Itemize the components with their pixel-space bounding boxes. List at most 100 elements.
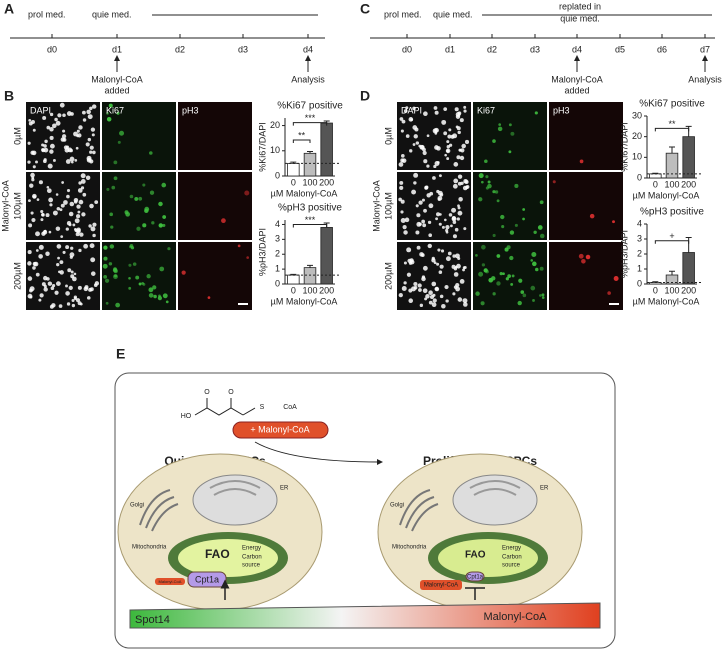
- nucleus: [128, 276, 131, 280]
- molecule: [194, 398, 256, 416]
- nucleus: [85, 175, 91, 180]
- nucleus: [69, 201, 75, 207]
- y-tick-label: 20: [270, 120, 280, 130]
- x-tick-label: 200: [319, 177, 334, 187]
- nucleus: [104, 278, 110, 283]
- nucleus: [463, 266, 467, 270]
- nucleus: [428, 203, 434, 209]
- nucleus: [76, 204, 81, 209]
- nucleus: [508, 150, 512, 154]
- panel-label: B: [4, 88, 14, 104]
- replated-label: replated in: [559, 1, 601, 11]
- nucleus: [451, 264, 456, 269]
- nucleus: [48, 230, 52, 234]
- y-tick-label: 4: [275, 219, 280, 229]
- nucleus: [111, 185, 116, 190]
- nucleus: [514, 183, 519, 188]
- nucleus: [448, 128, 452, 132]
- nucleus: [54, 117, 58, 122]
- nucleus: [63, 200, 68, 205]
- nucleus: [541, 296, 545, 299]
- nucleus: [398, 293, 403, 298]
- nucleus: [518, 278, 523, 283]
- nucleus: [80, 179, 86, 184]
- nucleus: [481, 263, 486, 267]
- bar: [682, 136, 695, 179]
- x-tick-label: 0: [291, 285, 296, 295]
- treatment-label: Malonyl-CoA: [371, 180, 381, 232]
- nucleus: [38, 180, 43, 185]
- x-axis-label: µM Malonyl-CoA: [271, 296, 338, 306]
- nucleus: [429, 294, 435, 300]
- nucleus: [91, 133, 95, 137]
- er: [209, 480, 261, 496]
- nucleus: [399, 185, 404, 190]
- atom-label: O: [204, 389, 210, 396]
- nucleus: [106, 112, 109, 115]
- nucleus: [511, 274, 515, 278]
- micrograph: [178, 242, 252, 310]
- y-axis-label: %Ki67/DAPI: [257, 122, 267, 172]
- nucleus: [73, 272, 77, 276]
- micrograph: [549, 242, 623, 310]
- day-label: d3: [530, 44, 540, 54]
- nucleus: [88, 224, 92, 228]
- nucleus: [50, 286, 55, 291]
- nucleus: [57, 256, 60, 260]
- nucleus: [452, 133, 458, 139]
- day-label: d6: [657, 44, 667, 54]
- nucleus: [82, 118, 87, 122]
- er: [469, 480, 521, 496]
- chart-title: %Ki67 positive: [639, 99, 705, 110]
- er-label: ER: [280, 486, 289, 492]
- nucleus: [40, 209, 44, 214]
- bar: [287, 274, 300, 285]
- atom-label: S: [260, 404, 265, 411]
- nucleus: [70, 160, 74, 164]
- nucleus: [47, 163, 53, 169]
- nucleus: [83, 286, 89, 292]
- day-label: d7: [700, 44, 710, 54]
- nucleus: [451, 216, 457, 222]
- nucleus: [161, 182, 167, 188]
- nucleus: [403, 261, 407, 265]
- nucleus: [484, 159, 488, 164]
- nucleus: [181, 270, 186, 275]
- panel-label: E: [116, 346, 125, 362]
- nucleus: [423, 111, 428, 117]
- nucleus: [539, 200, 544, 205]
- nucleus: [31, 217, 36, 223]
- energy-label: Energy: [242, 546, 261, 552]
- y-tick-label: 2: [637, 248, 642, 258]
- y-tick-label: 0: [275, 170, 280, 180]
- nucleus: [69, 252, 75, 258]
- y-tick-label: 0: [275, 278, 280, 288]
- nucleus: [73, 296, 77, 301]
- nucleus: [79, 232, 84, 237]
- nucleus: [36, 198, 40, 201]
- nucleus: [406, 272, 412, 277]
- nucleus: [447, 251, 452, 256]
- nucleus: [400, 129, 404, 133]
- nucleus: [125, 211, 131, 217]
- nucleus: [454, 227, 459, 232]
- treatment-label: Malonyl-CoA: [551, 74, 603, 84]
- treatment-label: Malonyl-CoA: [0, 180, 10, 232]
- nucleus: [446, 157, 450, 160]
- nucleus: [138, 196, 143, 201]
- medium-label: quie med.: [433, 9, 473, 19]
- nucleus: [452, 220, 457, 225]
- nucleus: [531, 251, 537, 257]
- nucleus: [510, 131, 515, 136]
- nucleus: [77, 285, 82, 290]
- nucleus: [541, 293, 545, 297]
- nucleus: [613, 276, 619, 281]
- analysis-label: Analysis: [291, 74, 325, 84]
- nucleus: [75, 146, 79, 150]
- y-tick-label: 3: [637, 233, 642, 243]
- nucleus: [401, 154, 405, 158]
- nucleus: [412, 106, 416, 111]
- nucleus: [66, 188, 71, 193]
- channel-label: pH3: [553, 105, 570, 115]
- nucleus: [65, 227, 69, 231]
